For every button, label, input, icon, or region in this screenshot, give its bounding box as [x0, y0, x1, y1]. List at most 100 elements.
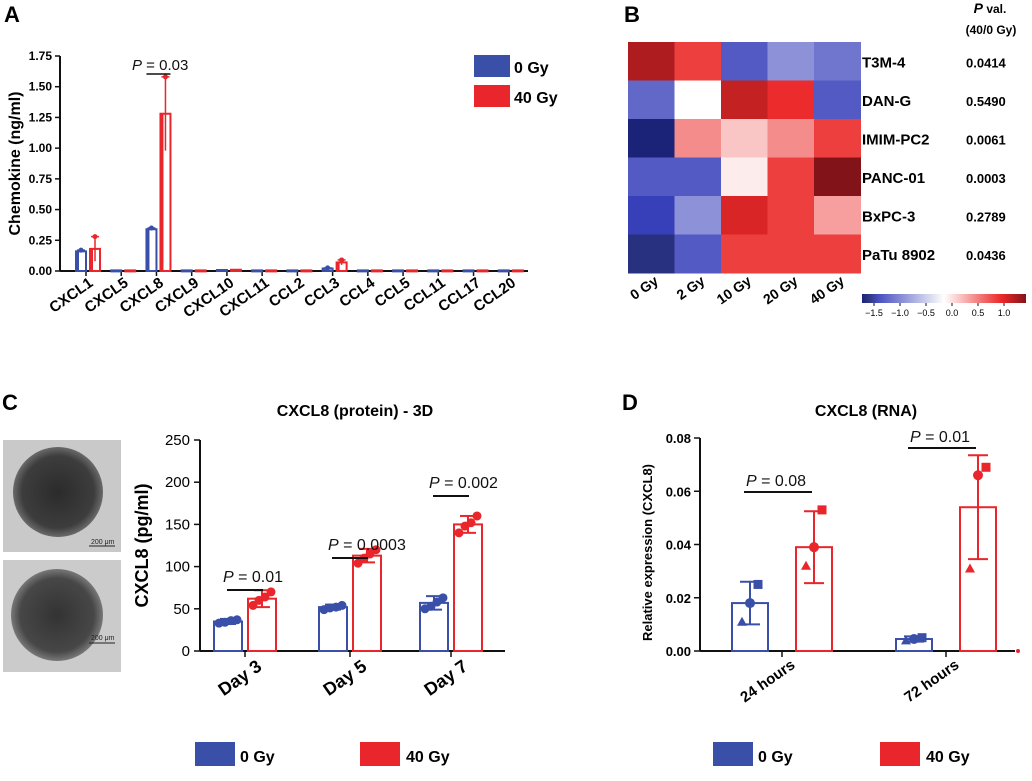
y-tick-label-a: 1.75	[29, 49, 53, 63]
data-point-c	[266, 587, 276, 597]
heatmap-row-label: PaTu 8902	[862, 247, 935, 264]
x-tick-label-c: Day 3	[214, 656, 265, 700]
bar-a-edge	[76, 251, 79, 271]
bar-a-edge	[111, 270, 115, 272]
data-point-a	[339, 257, 345, 263]
y-tick-label-a: 1.25	[29, 110, 53, 124]
data-point-c	[438, 593, 448, 603]
p-value-c: P = 0.002	[429, 475, 498, 492]
y-axis-label-d: Relative expression (CXCL8)	[640, 464, 655, 641]
data-point-d	[737, 616, 747, 626]
y-axis-label-c: CXCL8 (pg/ml)	[132, 483, 152, 607]
panel-letter-a: A	[4, 2, 20, 27]
heatmap-cell	[767, 157, 815, 197]
y-tick-label-d: 0.04	[666, 538, 692, 553]
bar-c	[352, 554, 382, 652]
data-point-a	[325, 265, 331, 271]
colorbar-tick-label: −1.0	[891, 308, 909, 318]
legend-label-0gy-d: 0 Gy	[758, 749, 793, 766]
y-tick-label-a: 1.50	[29, 80, 53, 94]
heatmap-p-value: 0.5490	[966, 94, 1006, 109]
legend-swatch-0gy-c	[195, 742, 235, 766]
heatmap-column-label: 0 Gy	[627, 272, 661, 303]
data-point-a	[92, 234, 98, 240]
legend-label-0gy-a: 0 Gy	[514, 60, 549, 77]
data-point-d	[917, 633, 927, 643]
panel-letter-c: C	[2, 390, 18, 415]
legend-label-0gy-c: 0 Gy	[240, 749, 275, 766]
y-tick-label-d: 0.08	[666, 431, 691, 446]
x-tick-label-d: 72 hours	[901, 656, 962, 706]
data-point-c	[260, 592, 270, 602]
bar-a-edge	[393, 270, 397, 272]
heatmap-p-value: 0.0436	[966, 248, 1006, 263]
heatmap-p-value: 0.0061	[966, 132, 1006, 147]
y-tick-label-a: 0.50	[29, 203, 53, 217]
bar-a-edge	[357, 270, 361, 272]
heatmap-p-value: 0.2789	[966, 209, 1006, 224]
legend-label-40gy-c: 40 Gy	[406, 749, 450, 766]
heatmap-cell	[674, 42, 722, 81]
heatmap-row-label: T3M-4	[862, 54, 906, 71]
p-value-a: P = 0.03	[132, 57, 188, 74]
bar-c	[453, 523, 483, 653]
heatmap-cell	[628, 42, 675, 81]
heatmap-cell	[628, 157, 675, 197]
colorbar-tick-label: −1.5	[865, 308, 883, 318]
bar-a-edge	[252, 270, 256, 272]
panel-letter-b: B	[624, 2, 640, 27]
heatmap-cell	[674, 119, 722, 158]
data-point-d	[753, 579, 763, 589]
heatmap-cell	[814, 196, 861, 235]
y-tick-label-a: 0.00	[29, 264, 53, 278]
chart-title-d: CXCL8 (RNA)	[815, 403, 917, 420]
heatmap-cell	[814, 157, 861, 197]
x-tick-label-d: 24 hours	[737, 656, 798, 706]
heatmap-cell	[721, 196, 768, 235]
data-point-d	[973, 470, 983, 481]
bar-a-edge	[266, 270, 270, 272]
heatmap-cell	[674, 80, 722, 120]
data-point-c	[337, 600, 347, 610]
bar-a-edge	[287, 270, 291, 272]
colorbar-tick-label: 0.5	[972, 308, 985, 318]
heatmap-cell	[814, 234, 861, 274]
colorbar-tick-label: 0.0	[946, 308, 959, 318]
heatmap-cell	[628, 234, 675, 274]
y-tick-label-d: 0.02	[666, 591, 691, 606]
data-point-c	[353, 558, 363, 568]
heatmap-row-label: IMIM-PC2	[862, 131, 930, 148]
bar-a-edge	[90, 248, 93, 271]
scale-bar-label: 200 μm	[91, 539, 115, 546]
heatmap-cell	[767, 196, 815, 235]
data-point-a	[148, 225, 154, 231]
p-value-c: P = 0.0003	[328, 537, 406, 554]
data-point-c	[466, 518, 476, 528]
bar-a-edge	[498, 270, 502, 272]
heatmap-cell	[628, 119, 675, 158]
heatmap-cell	[814, 80, 861, 120]
spheroid-image-0gy: 200 μm	[3, 440, 121, 552]
heatmap-p-value: 0.0003	[966, 171, 1006, 186]
legend-swatch-0gy-d	[713, 742, 753, 766]
heatmap-row-label: PANC-01	[862, 170, 925, 187]
y-tick-label-d: 0.00	[666, 644, 691, 659]
bar-a-edge	[407, 270, 411, 272]
y-tick-label-d: 0.06	[666, 484, 691, 499]
scale-bar-label: 200 μm	[91, 635, 115, 642]
data-point-d-stray	[1016, 649, 1020, 653]
heatmap-cell	[721, 119, 768, 158]
bar-a-edge	[442, 270, 446, 272]
legend-label-40gy-d: 40 Gy	[926, 749, 970, 766]
data-point-c	[472, 511, 482, 521]
p-value-c: P = 0.01	[223, 569, 283, 586]
spheroid-image-40gy: 200 μm	[3, 560, 121, 672]
panel-letter-d: D	[622, 390, 638, 415]
y-tick-label-c: 50	[173, 601, 190, 618]
heatmap-cell	[674, 234, 722, 274]
y-tick-label-c: 200	[165, 474, 190, 491]
heatmap-row-label: DAN-G	[862, 93, 911, 110]
x-tick-label-a: CCL3	[301, 274, 343, 310]
heatmap-cell	[767, 80, 815, 120]
